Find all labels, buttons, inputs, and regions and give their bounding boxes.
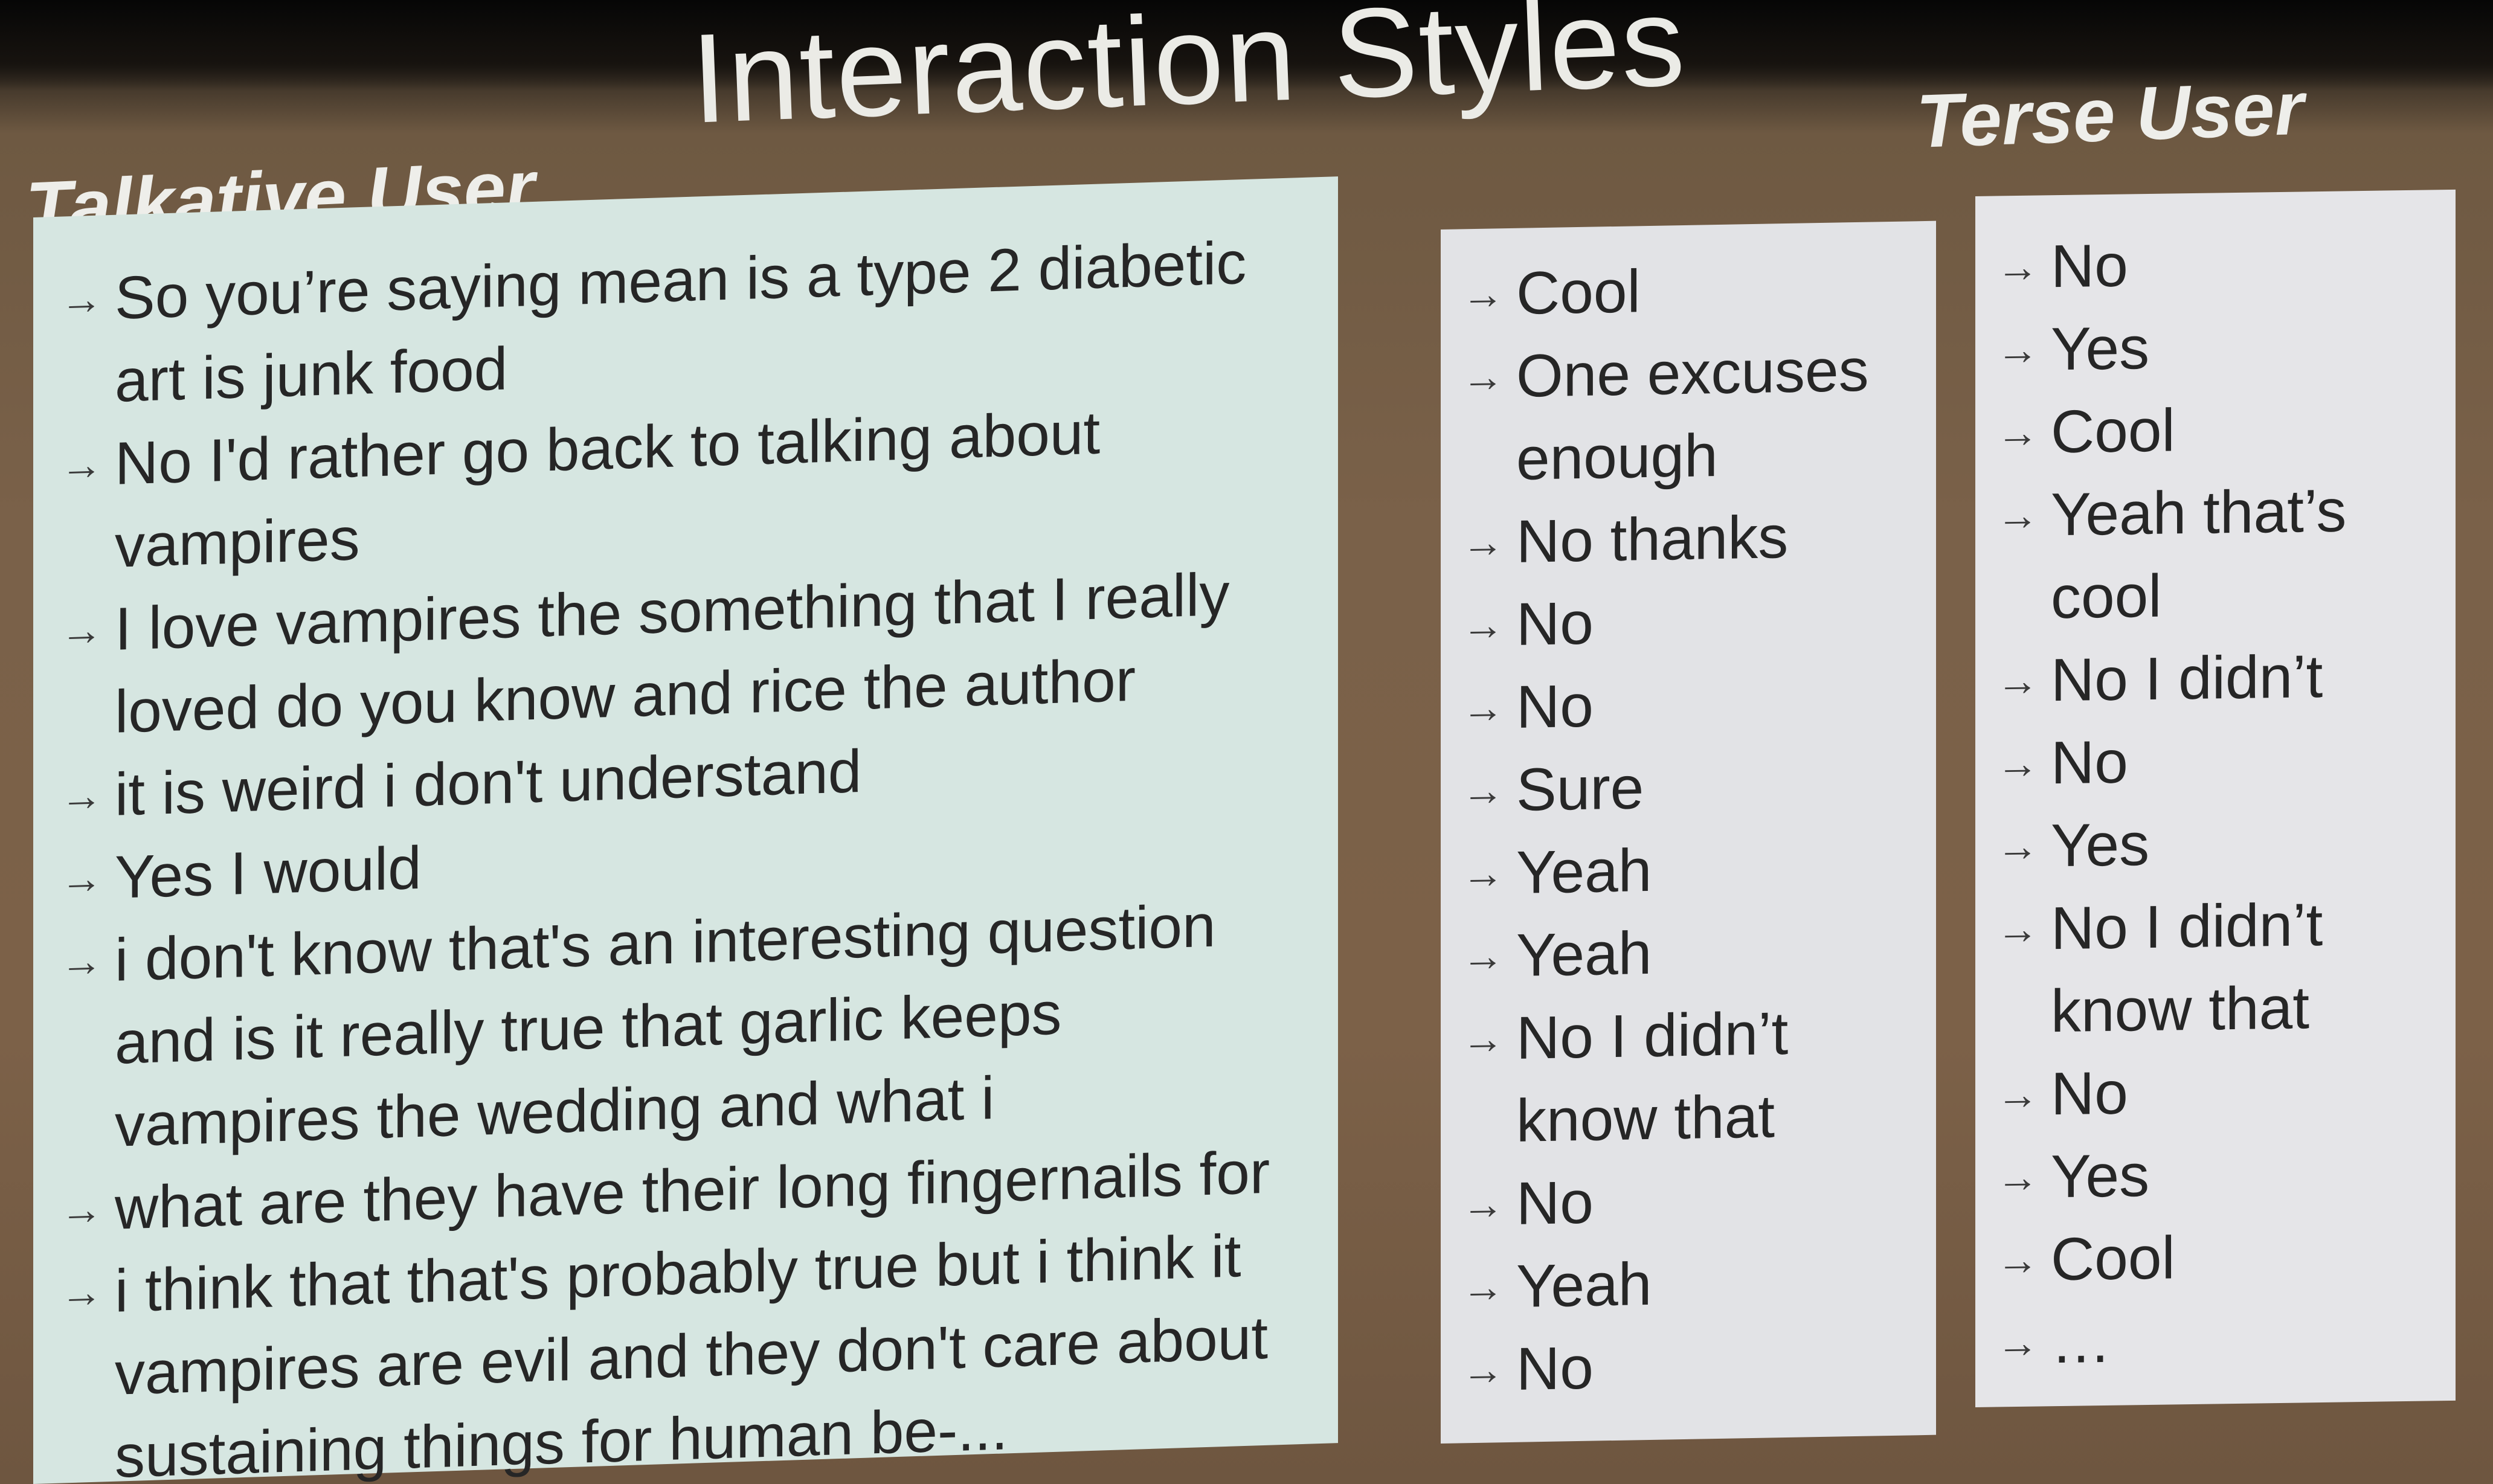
response-text: Cool — [1516, 257, 1641, 327]
arrow-right-icon: → — [1996, 1236, 2039, 1284]
response-text: No — [2051, 231, 2128, 301]
utterance-text: I love vampires the something that I rea… — [115, 560, 1230, 746]
slide-title: Interaction Styles — [689, 0, 1688, 150]
response-text: No — [2051, 728, 2128, 797]
utterance-text: So you’re saying mean is a type 2 diabet… — [115, 228, 1247, 415]
response-text: Yeah — [1516, 919, 1652, 989]
talkative-user-list: → So you’re saying mean is a type 2 diabe… — [57, 219, 1314, 1484]
response-text: Yes — [2051, 1141, 2150, 1211]
list-item: → No I didn’t — [1993, 634, 2443, 722]
response-text: Sure — [1516, 754, 1644, 824]
arrow-right-icon: → — [60, 606, 103, 655]
response-text: No — [1516, 1168, 1594, 1238]
arrow-right-icon: → — [60, 771, 103, 820]
list-item: → Yes — [1993, 799, 2443, 888]
arrow-right-icon: → — [1996, 822, 2039, 870]
arrow-right-icon: → — [60, 854, 103, 903]
list-item: → Yeah — [1459, 1238, 1924, 1329]
arrow-right-icon: → — [60, 440, 103, 489]
list-item: → No I didn’t know that — [1459, 990, 1924, 1163]
arrow-right-icon: → — [1462, 1015, 1504, 1063]
arrow-right-icon: → — [1996, 491, 2039, 539]
arrow-right-icon: → — [1996, 408, 2039, 457]
arrow-right-icon: → — [1462, 684, 1504, 732]
list-item: → Cool — [1993, 1213, 2443, 1302]
utterance-text: No I'd rather go back to talking about v… — [115, 399, 1101, 580]
list-item: → i think that that's probably true but i… — [57, 1212, 1314, 1484]
arrow-right-icon: → — [1996, 1070, 2039, 1119]
arrow-right-icon: → — [1462, 353, 1504, 401]
arrow-right-icon: → — [1462, 1346, 1504, 1394]
response-text: No — [1516, 672, 1594, 741]
list-item: → Yes — [1993, 303, 2443, 391]
arrow-right-icon: → — [1462, 270, 1504, 318]
talkative-user-panel: → So you’re saying mean is a type 2 diabe… — [33, 176, 1338, 1484]
list-item: → Yeah — [1459, 907, 1924, 998]
list-item: → Yeah that’s cool — [1993, 468, 2443, 640]
list-item: → No — [1993, 716, 2443, 805]
arrow-right-icon: → — [1462, 766, 1504, 815]
response-text: Cool — [2051, 396, 2175, 466]
response-text: No I didn’t — [2051, 642, 2323, 715]
arrow-right-icon: → — [1996, 1153, 2039, 1201]
arrow-right-icon: → — [1462, 518, 1504, 567]
arrow-right-icon: → — [60, 275, 103, 324]
utterance-text: i think that that's probably true but i … — [115, 1222, 1269, 1484]
list-item: → No — [1459, 576, 1924, 667]
arrow-right-icon: → — [1462, 849, 1504, 898]
arrow-right-icon: → — [1996, 905, 2039, 953]
arrow-right-icon: → — [60, 937, 103, 986]
list-item: → Cool — [1993, 385, 2443, 474]
arrow-right-icon: → — [1462, 932, 1504, 980]
list-item: → One excuses enough — [1459, 328, 1924, 501]
response-text: Yeah that’s cool — [2051, 477, 2347, 632]
response-text: No — [1516, 589, 1594, 658]
list-item: → No — [1993, 1047, 2443, 1136]
utterance-text: Yes I would — [115, 834, 422, 911]
arrow-right-icon: → — [60, 1185, 103, 1234]
response-text: Yeah — [1516, 836, 1652, 907]
list-item: → Sure — [1459, 742, 1924, 832]
arrow-right-icon: → — [1996, 326, 2039, 374]
terse-user-list: → No → Yes → Cool → Yeah that’s cool → No I d… — [1993, 220, 2443, 1384]
list-item: → i don't know that's an interesting ques… — [57, 881, 1314, 1169]
response-text: No — [2051, 1059, 2128, 1128]
arrow-right-icon: → — [1462, 1180, 1504, 1229]
response-text: No thanks — [1516, 503, 1789, 576]
response-text: No I didn’t know that — [2051, 890, 2323, 1046]
list-item: → No — [1993, 220, 2443, 309]
list-item: → Cool — [1459, 245, 1924, 336]
arrow-right-icon: → — [1462, 601, 1504, 649]
list-item: →… — [1993, 1296, 2443, 1384]
utterance-text: it is weird i don't understand — [115, 737, 862, 829]
terse-user-panel: → No → Yes → Cool → Yeah that’s cool → No I d… — [1975, 189, 2456, 1408]
utterance-text: i don't know that's an interesting quest… — [115, 891, 1216, 1160]
response-text: Yes — [2051, 313, 2150, 384]
response-text: No I didn’t know that — [1516, 999, 1789, 1155]
middle-response-list: → Cool → One excuses enough → No thanks → No… — [1459, 245, 1924, 1412]
response-text: … — [2051, 1307, 2111, 1376]
response-text: Cool — [2051, 1224, 2175, 1294]
list-item: → No — [1459, 659, 1924, 750]
response-text: Yes — [2051, 810, 2150, 880]
terse-user-heading: Terse User — [1915, 66, 2306, 164]
arrow-right-icon: → — [60, 1268, 103, 1317]
arrow-right-icon: → — [1996, 657, 2039, 705]
arrow-right-icon: → — [1996, 739, 2039, 788]
arrow-right-icon: → — [1996, 243, 2039, 291]
list-item: → No — [1459, 1321, 1924, 1412]
arrow-right-icon: → — [1996, 1319, 2039, 1367]
top-band — [0, 0, 2493, 91]
response-text: One excuses enough — [1516, 336, 1869, 493]
arrow-right-icon: → — [1462, 1263, 1504, 1311]
list-item: → Yes — [1993, 1130, 2443, 1219]
list-item: → No I didn’t know that — [1993, 882, 2443, 1053]
response-text: Yeah — [1516, 1250, 1652, 1320]
list-item: → No thanks — [1459, 493, 1924, 584]
response-text: No — [1516, 1334, 1594, 1403]
list-item: → No — [1459, 1155, 1924, 1246]
middle-response-panel: → Cool → One excuses enough → No thanks → No… — [1441, 220, 1936, 1444]
list-item: → Yeah — [1459, 824, 1924, 915]
